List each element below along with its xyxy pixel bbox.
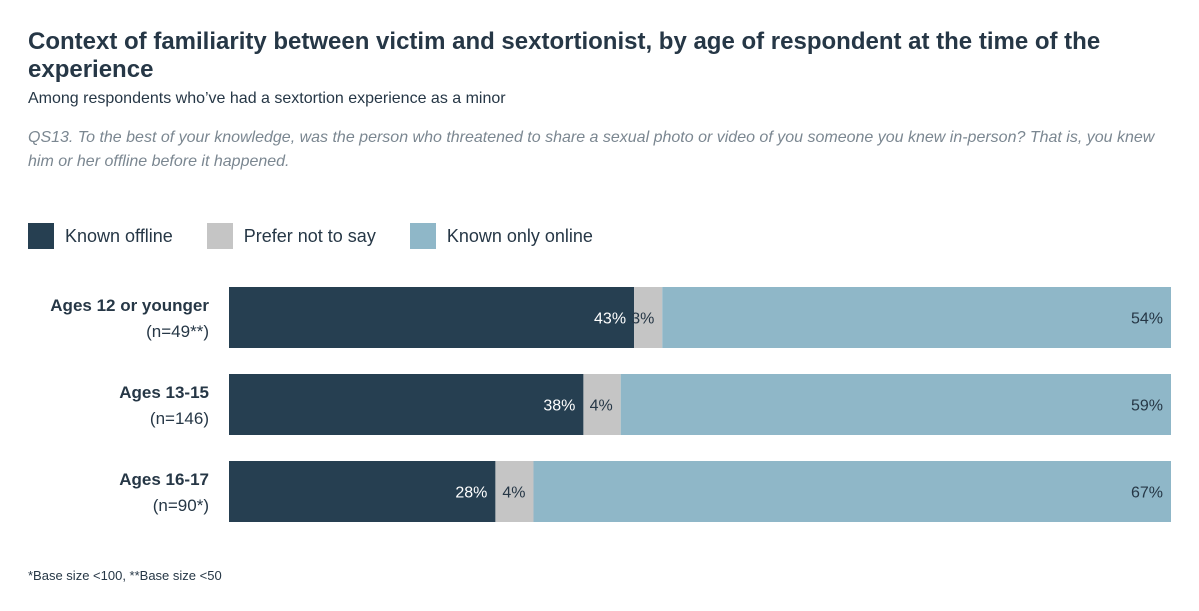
legend-swatch-known-offline: [28, 223, 54, 249]
bar-row-ages-12-or-younger: Ages 12 or younger (n=49**) 43% 3% 54%: [50, 287, 1171, 348]
base-size-footnote: *Base size <100, **Base size <50: [28, 568, 222, 583]
legend-item-prefer-not-to-say: Prefer not to say: [206, 223, 376, 249]
value-label-known-offline-ages-16-17: 28%: [455, 485, 487, 502]
bar-segment-prefer-not-to-say-ages-16-17: [495, 461, 534, 522]
legend-label-known-only-online: Known only online: [446, 225, 593, 246]
survey-question: QS13. To the best of your knowledge, was…: [28, 129, 1155, 170]
chart-subtitle: Among respondents who’ve had a sextortio…: [28, 90, 506, 107]
bar-segment-prefer-not-to-say-ages-12-or-younger: [634, 287, 663, 348]
value-label-prefer-not-to-say-ages-13-15: 4%: [590, 398, 613, 415]
value-label-known-offline-ages-12-or-younger: 43%: [594, 311, 626, 328]
chart-title: Context of familiarity between victim an…: [28, 28, 1101, 83]
legend-item-known-only-online: Known only online: [409, 223, 593, 249]
category-label-ages-16-17: Ages 16-17: [119, 470, 209, 489]
bar-segment-known-offline-ages-12-or-younger: [229, 287, 635, 348]
bar-segment-prefer-not-to-say-ages-13-15: [583, 374, 621, 435]
legend-label-known-offline: Known offline: [65, 225, 173, 246]
category-label-ages-12-or-younger: Ages 12 or younger: [50, 296, 209, 315]
bar-row-ages-16-17: Ages 16-17 (n=90*) 28% 4% 67%: [119, 461, 1171, 522]
legend-item-known-offline: Known offline: [28, 223, 173, 249]
value-label-prefer-not-to-say-ages-16-17: 4%: [502, 485, 525, 502]
bar-row-ages-13-15: Ages 13-15 (n=146) 38% 4% 59%: [119, 374, 1171, 435]
chart-legend: Known offline Prefer not to say Known on…: [28, 222, 627, 250]
category-n-label-ages-13-15: (n=146): [150, 409, 209, 428]
bar-segment-known-offline-ages-13-15: [229, 374, 584, 435]
category-label-ages-13-15: Ages 13-15: [119, 383, 209, 402]
value-label-known-only-online-ages-16-17: 67%: [1131, 485, 1163, 502]
value-label-known-only-online-ages-12-or-younger: 54%: [1131, 311, 1163, 328]
category-n-label-ages-16-17: (n=90*): [153, 496, 209, 515]
legend-swatch-prefer-not-to-say: [206, 223, 233, 249]
category-n-label-ages-12-or-younger: (n=49**): [146, 322, 209, 341]
legend-label-prefer-not-to-say: Prefer not to say: [243, 225, 376, 246]
bar-segment-known-only-online-ages-16-17: [533, 461, 1171, 522]
bar-segment-known-offline-ages-16-17: [229, 461, 496, 522]
legend-swatch-known-only-online: [409, 223, 436, 249]
value-label-prefer-not-to-say-ages-12-or-younger: 3%: [631, 311, 654, 328]
bar-segment-known-only-online-ages-12-or-younger: [662, 287, 1171, 348]
value-label-known-only-online-ages-13-15: 59%: [1131, 398, 1163, 415]
value-label-known-offline-ages-13-15: 38%: [543, 398, 575, 415]
bar-segment-known-only-online-ages-13-15: [620, 374, 1171, 435]
